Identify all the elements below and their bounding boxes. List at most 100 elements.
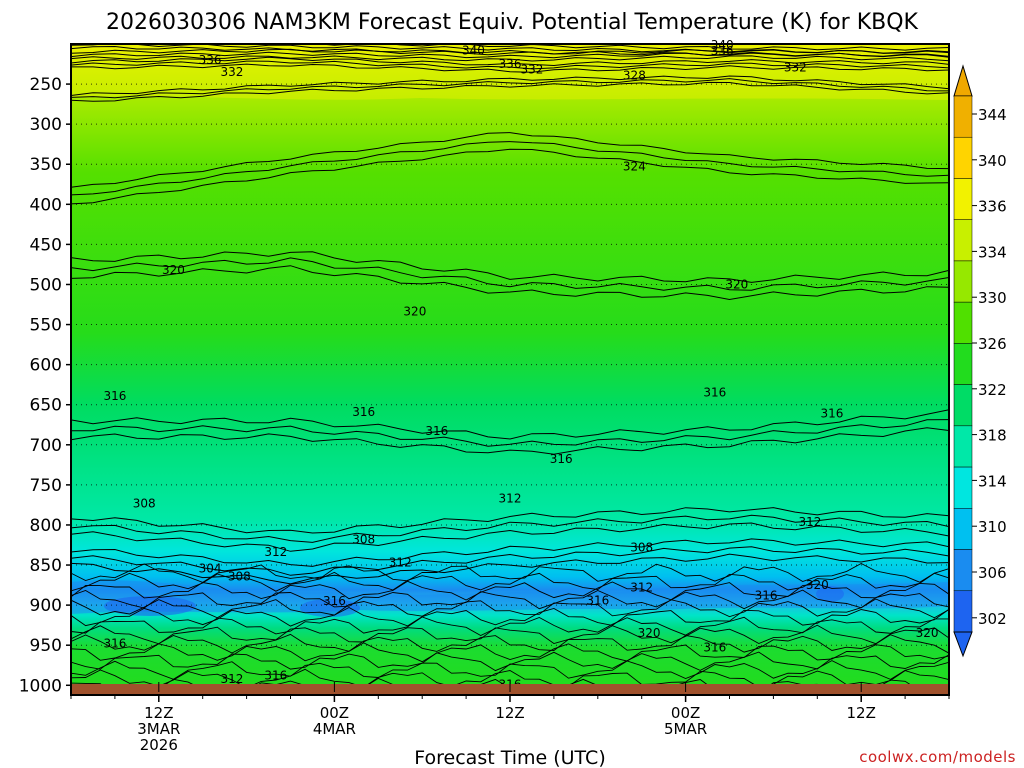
y-tick-label: 650 <box>30 396 62 416</box>
contour-320 <box>71 251 949 283</box>
contour-lowlevel <box>71 606 949 627</box>
colorbar-label: 310 <box>978 518 1007 536</box>
contour-label-text: 316 <box>103 389 126 403</box>
contour-label-text: 308 <box>630 540 653 554</box>
contour-label-text: 320 <box>806 578 829 592</box>
contour-312 <box>71 514 949 543</box>
contour-label: 316 <box>703 641 726 655</box>
contour-lines <box>71 44 949 686</box>
colorbar-label: 336 <box>978 198 1007 216</box>
contour-label-text: 316 <box>323 594 346 608</box>
contour-label: 316 <box>352 405 375 419</box>
colorbar-label: 306 <box>978 564 1007 582</box>
contour-label: 316 <box>323 594 346 608</box>
colorbar-swatch <box>953 590 973 633</box>
contour-label-text: 336 <box>499 57 522 71</box>
contour-312 <box>71 507 949 534</box>
colorbar-label: 326 <box>978 335 1007 353</box>
colorbar-label: 340 <box>978 152 1007 170</box>
contour-340 <box>242 44 949 51</box>
contour-label: 332 <box>520 63 543 77</box>
contour-332 <box>71 56 949 67</box>
contour-lowlevel <box>71 589 949 610</box>
colorbar-swatch <box>953 178 973 220</box>
y-tick-label: 300 <box>30 115 62 135</box>
contour-label: 304 <box>199 561 222 575</box>
contour-label: 316 <box>103 389 126 403</box>
contour-336 <box>71 48 949 56</box>
contour-label-text: 316 <box>550 452 573 466</box>
contour-label: 320 <box>638 626 661 640</box>
contour-lowlevel <box>71 562 949 583</box>
y-tick-label: 450 <box>30 235 62 255</box>
x-tick-label: 5MAR <box>664 720 707 738</box>
colorbar-swatch <box>953 343 973 385</box>
colorbar-swatch <box>953 95 973 138</box>
contour-label-text: 312 <box>221 672 244 686</box>
colorbar-swatch <box>953 219 973 262</box>
contour-label-text: 312 <box>499 492 522 506</box>
contour-label: 316 <box>586 593 609 607</box>
contour-label: 316 <box>820 407 843 421</box>
contour-328 <box>71 81 949 102</box>
contour-label: 320 <box>806 578 829 592</box>
y-tick-label: 1000 <box>19 676 62 696</box>
colorbar-label: 334 <box>978 243 1007 261</box>
contour-label-text: 308 <box>228 569 251 583</box>
colorbar-label: 302 <box>978 610 1007 628</box>
contour-label-text: 328 <box>623 68 646 82</box>
contour-label: 312 <box>499 492 522 506</box>
contour-316 <box>71 409 949 440</box>
contour-label: 336 <box>199 53 222 67</box>
contour-label: 316 <box>103 637 126 651</box>
contour-308 <box>71 546 949 576</box>
contour-lowlevel <box>71 633 949 654</box>
contour-label: 312 <box>799 515 822 529</box>
colorbar-swatch <box>953 301 973 344</box>
contour-label: 340 <box>462 43 485 57</box>
contour-336 <box>71 51 949 59</box>
contour-label: 336 <box>499 57 522 71</box>
contour-label: 332 <box>221 65 244 79</box>
contour-lowlevel <box>71 580 949 601</box>
contour-label: 328 <box>623 68 646 82</box>
contour-label: 324 <box>623 160 646 174</box>
contour-332 <box>71 63 949 73</box>
contour-312 <box>71 522 949 552</box>
contour-320 <box>71 257 949 291</box>
contour-label-text: 316 <box>703 641 726 655</box>
y-tick-label: 700 <box>30 436 62 456</box>
contour-label-text: 316 <box>425 424 448 438</box>
contour-lowlevel <box>71 624 949 645</box>
contour-label: 316 <box>264 669 287 683</box>
contour-336 <box>71 55 949 62</box>
contour-label: 312 <box>630 580 653 594</box>
contour-label-text: 316 <box>820 407 843 421</box>
y-tick-label: 350 <box>30 155 62 175</box>
contour-label-text: 340 <box>462 43 485 57</box>
contour-label: 316 <box>755 589 778 603</box>
contour-label-text: 316 <box>586 593 609 607</box>
contour-label: 312 <box>264 545 287 559</box>
contour-label: 320 <box>162 263 185 277</box>
y-tick-label: 850 <box>30 556 62 576</box>
contour-324 <box>71 148 949 205</box>
colorbar-label: 318 <box>978 427 1007 445</box>
contour-label: 316 <box>425 424 448 438</box>
contour-label: 308 <box>133 496 156 510</box>
x-tick-label: 12Z <box>144 704 173 722</box>
contour-label-text: 324 <box>623 160 646 174</box>
colorbar-swatch <box>953 384 973 427</box>
contour-label-text: 320 <box>403 305 426 319</box>
colorbar-arrow-top <box>953 64 973 97</box>
contour-label-text: 316 <box>755 589 778 603</box>
contour-lowlevel <box>71 651 949 672</box>
x-tick-label: 2026 <box>140 736 178 754</box>
contour-label: 332 <box>784 60 807 74</box>
colorbar-label: 344 <box>978 106 1007 124</box>
credit-text: coolwx.com/models <box>859 748 1016 766</box>
y-tick-label: 750 <box>30 476 62 496</box>
contour-label: 312 <box>221 672 244 686</box>
contour-label: 312 <box>389 556 412 570</box>
